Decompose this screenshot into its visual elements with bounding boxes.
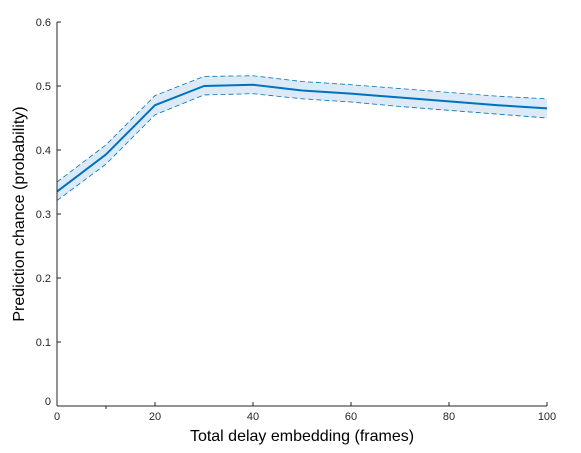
x-tick-label: 40 <box>247 411 259 423</box>
x-tick-label: 60 <box>345 411 357 423</box>
y-tick-label: 0.2 <box>36 273 51 285</box>
x-tick-label: 20 <box>149 411 161 423</box>
y-tick-label: 0.5 <box>36 81 51 93</box>
plot-area <box>56 75 548 201</box>
axes <box>56 22 547 407</box>
x-tick-label: 100 <box>538 411 556 423</box>
x-tick-label: 0 <box>54 411 60 423</box>
x-axis-ticks: 0 20 40 60 80 100 <box>54 402 556 423</box>
y-tick-label: 0.4 <box>36 145 51 157</box>
y-axis-title: Prediction chance (probability) <box>11 106 28 321</box>
x-tick-label: 80 <box>443 411 455 423</box>
y-axis-ticks: 0 0.1 0.2 0.3 0.4 0.5 0.6 <box>36 17 61 408</box>
mean-line <box>56 83 548 193</box>
lower-bound-line <box>56 93 548 201</box>
y-tick-label: 0 <box>45 396 51 408</box>
confidence-band <box>57 75 547 201</box>
upper-bound-line <box>56 75 548 183</box>
x-axis-title: Total delay embedding (frames) <box>190 428 414 445</box>
y-tick-label: 0.1 <box>36 337 51 349</box>
y-tick-label: 0.6 <box>36 17 51 29</box>
y-tick-label: 0.3 <box>36 209 51 221</box>
